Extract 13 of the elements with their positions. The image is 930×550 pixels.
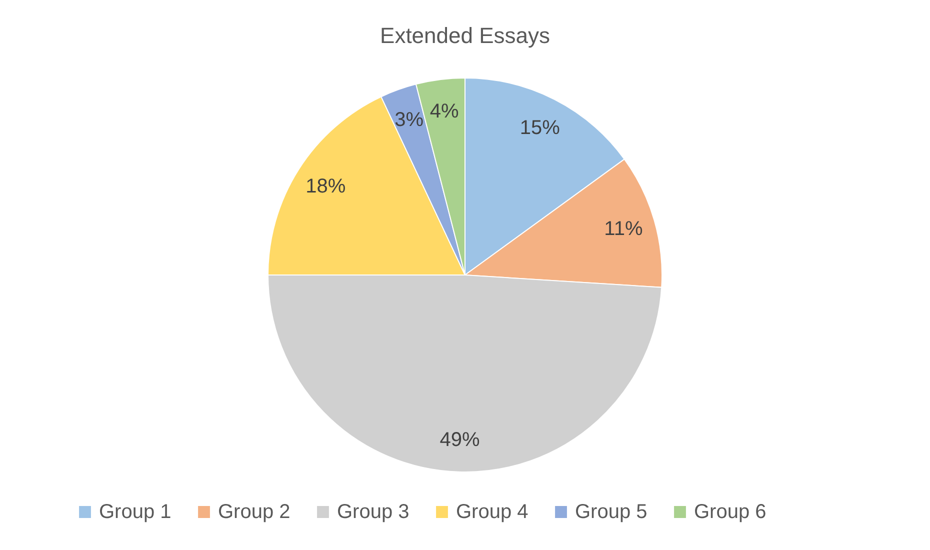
data-label: 3% <box>394 108 424 131</box>
legend-label: Group 4 <box>456 501 528 523</box>
legend-label: Group 5 <box>575 501 648 523</box>
legend-label: Group 3 <box>337 501 410 523</box>
data-label: 11% <box>604 218 643 240</box>
chart-title: Extended Essays <box>380 23 550 48</box>
legend-label: Group 2 <box>218 501 290 523</box>
data-label: 49% <box>440 428 480 451</box>
legend-label: Group 1 <box>99 501 172 523</box>
data-label: 4% <box>430 100 459 122</box>
data-label: 15% <box>520 116 560 139</box>
data-label: 18% <box>306 176 346 198</box>
legend-label: Group 6 <box>694 501 766 523</box>
